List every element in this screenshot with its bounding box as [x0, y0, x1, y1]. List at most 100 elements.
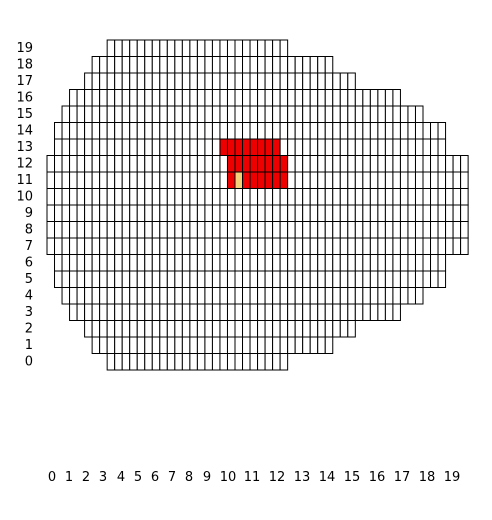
die-cell[interactable] [84, 72, 93, 90]
die-cell[interactable] [136, 155, 146, 173]
die-cell[interactable] [76, 303, 86, 321]
die-cell[interactable] [242, 287, 251, 305]
die-cell[interactable] [46, 188, 56, 206]
die-cell[interactable] [234, 353, 244, 371]
die-cell[interactable] [226, 237, 236, 255]
die-cell[interactable] [354, 204, 364, 222]
die-cell[interactable] [257, 105, 266, 123]
die-cell[interactable] [211, 353, 221, 371]
die-cell[interactable] [129, 56, 138, 74]
die-cell[interactable] [204, 221, 213, 239]
die-cell[interactable] [196, 270, 206, 288]
die-cell[interactable] [384, 237, 394, 255]
die-cell[interactable] [354, 237, 364, 255]
die-cell[interactable] [287, 188, 296, 206]
die-cell[interactable] [309, 320, 319, 338]
die-cell[interactable] [114, 89, 123, 107]
die-cell[interactable] [414, 155, 424, 173]
die-cell[interactable] [332, 204, 341, 222]
die-cell[interactable] [219, 221, 228, 239]
die-cell[interactable] [399, 221, 409, 239]
die-cell[interactable] [181, 105, 191, 123]
die-cell[interactable] [226, 353, 236, 371]
die-cell[interactable] [189, 336, 198, 354]
die-cell[interactable] [422, 254, 432, 272]
die-cell[interactable] [392, 237, 401, 255]
die-cell[interactable] [166, 353, 176, 371]
die-cell[interactable] [399, 254, 409, 272]
die-cell[interactable] [159, 204, 168, 222]
die-cell[interactable] [106, 171, 116, 189]
die-cell[interactable] [166, 188, 176, 206]
die-cell[interactable] [211, 254, 221, 272]
die-cell[interactable] [106, 72, 116, 90]
die-cell[interactable] [317, 254, 326, 272]
die-cell[interactable] [226, 270, 236, 288]
die-cell[interactable] [204, 353, 213, 371]
die-cell[interactable] [196, 221, 206, 239]
die-cell[interactable] [264, 221, 274, 239]
die-cell[interactable] [211, 303, 221, 321]
die-cell[interactable] [264, 105, 274, 123]
die-cell[interactable] [249, 221, 259, 239]
die-cell-highlighted[interactable] [272, 138, 281, 156]
die-cell[interactable] [362, 287, 371, 305]
die-cell[interactable] [369, 155, 379, 173]
die-cell[interactable] [324, 254, 334, 272]
die-cell[interactable] [234, 320, 244, 338]
die-cell[interactable] [129, 270, 138, 288]
die-cell[interactable] [324, 204, 334, 222]
die-cell[interactable] [144, 39, 153, 57]
die-cell[interactable] [219, 39, 228, 57]
die-cell[interactable] [61, 270, 71, 288]
die-cell[interactable] [76, 105, 86, 123]
die-cell[interactable] [84, 105, 93, 123]
die-cell[interactable] [159, 353, 168, 371]
die-cell[interactable] [407, 287, 416, 305]
die-cell[interactable] [407, 171, 416, 189]
die-cell[interactable] [287, 204, 296, 222]
die-cell[interactable] [181, 287, 191, 305]
die-cell[interactable] [106, 56, 116, 74]
die-cell[interactable] [166, 254, 176, 272]
die-cell-highlighted[interactable] [264, 138, 274, 156]
die-cell[interactable] [430, 188, 439, 206]
die-cell[interactable] [332, 188, 341, 206]
die-cell[interactable] [204, 72, 213, 90]
die-cell[interactable] [452, 188, 462, 206]
die-cell[interactable] [264, 237, 274, 255]
die-cell[interactable] [181, 171, 191, 189]
die-cell[interactable] [121, 89, 131, 107]
die-cell[interactable] [129, 221, 138, 239]
die-cell[interactable] [136, 138, 146, 156]
die-cell[interactable] [339, 204, 349, 222]
die-cell[interactable] [114, 254, 123, 272]
die-cell[interactable] [234, 303, 244, 321]
die-cell[interactable] [144, 204, 153, 222]
die-cell[interactable] [339, 254, 349, 272]
die-cell[interactable] [407, 270, 416, 288]
die-cell[interactable] [99, 138, 108, 156]
die-cell[interactable] [226, 320, 236, 338]
die-cell[interactable] [121, 105, 131, 123]
die-cell-highlighted[interactable] [219, 138, 228, 156]
die-cell[interactable] [369, 270, 379, 288]
die-cell[interactable] [377, 122, 386, 140]
die-cell[interactable] [354, 188, 364, 206]
die-cell[interactable] [414, 237, 424, 255]
die-cell[interactable] [121, 320, 131, 338]
die-cell[interactable] [136, 353, 146, 371]
die-cell[interactable] [242, 270, 251, 288]
die-cell[interactable] [264, 56, 274, 74]
die-cell[interactable] [249, 353, 259, 371]
die-cell[interactable] [211, 138, 221, 156]
die-cell[interactable] [430, 254, 439, 272]
die-cell[interactable] [174, 122, 183, 140]
die-cell[interactable] [249, 320, 259, 338]
die-cell[interactable] [174, 188, 183, 206]
die-cell[interactable] [264, 287, 274, 305]
die-cell[interactable] [317, 287, 326, 305]
die-cell[interactable] [181, 221, 191, 239]
die-cell[interactable] [159, 287, 168, 305]
die-cell[interactable] [264, 353, 274, 371]
